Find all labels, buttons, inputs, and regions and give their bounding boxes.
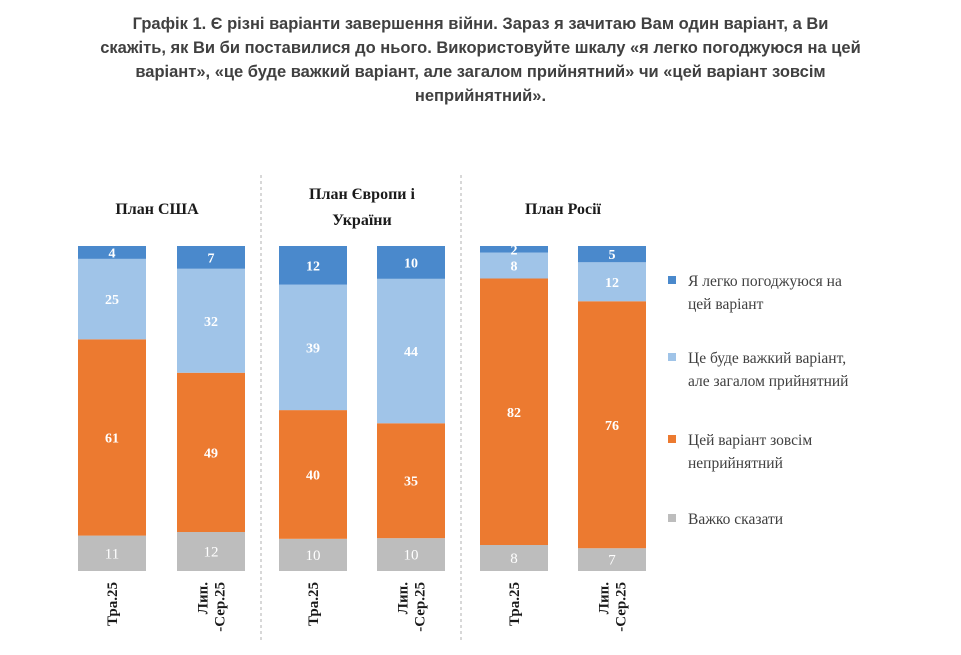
title-line-1: Графік 1. Є різні варіанти завершення ві…	[132, 15, 829, 33]
panel-title-1-line-1: План США	[115, 201, 199, 218]
data-label-easy-2: 7	[208, 251, 215, 266]
legend-swatch-unacceptable	[668, 435, 676, 443]
legend-label-dk: Важко сказати	[688, 508, 948, 531]
x-label-6-line-1: Лип.	[597, 582, 613, 614]
legend-label-unacceptable-line-2: неприйнятний	[688, 455, 783, 472]
x-label-2: Лип. -Сер.25	[196, 582, 229, 632]
data-label-easy-3: 12	[306, 259, 320, 274]
legend-swatch-dk	[668, 514, 676, 522]
data-label-dk-2: 12	[204, 545, 219, 561]
bar-easy-5	[480, 246, 548, 253]
data-label-hard-1: 25	[105, 293, 119, 308]
legend-label-hard: Це буде важкий варіант, але загалом прий…	[688, 347, 948, 393]
x-label-6: Лип. -Сер.25	[597, 582, 630, 632]
panel-title-3-line-1: План Росії	[525, 201, 602, 218]
bar-dk-2	[177, 532, 245, 571]
x-label-1: Тра.25	[105, 582, 121, 626]
data-label-dk-4: 10	[404, 548, 419, 564]
bar-dk-4	[377, 538, 445, 571]
bar-easy-4	[377, 246, 445, 279]
legend-label-easy-line-1: Я легко погоджуюся на	[688, 273, 842, 290]
data-label-unacceptable-4: 35	[404, 475, 418, 490]
data-label-hard-4: 44	[404, 345, 418, 360]
legend-label-unacceptable-line-1: Цей варіант зовсім	[688, 432, 813, 449]
panel-title-2-line-1: План Європи і	[309, 186, 415, 203]
x-label-3: Тра.25	[306, 582, 322, 626]
data-label-unacceptable-2: 49	[204, 446, 218, 461]
data-label-dk-1: 11	[105, 546, 119, 562]
bar-easy-6	[578, 246, 646, 263]
x-label-5-line-1: Тра.25	[507, 582, 523, 626]
legend-label-easy: Я легко погоджуюся на цей варіант	[688, 270, 948, 316]
bar-easy-3	[279, 246, 347, 285]
bar-hard-6	[578, 262, 646, 302]
x-label-1-line-1: Тра.25	[105, 582, 121, 626]
bar-unacceptable-6	[578, 301, 646, 549]
title-line-2: скажіть, як Ви би поставилися до нього. …	[100, 39, 861, 57]
bar-hard-1	[78, 258, 146, 340]
bar-unacceptable-5	[480, 278, 548, 545]
x-label-2-line-2: -Сер.25	[213, 582, 229, 632]
bar-unacceptable-1	[78, 339, 146, 536]
data-label-hard-6: 12	[605, 276, 619, 291]
bar-hard-5	[480, 252, 548, 279]
x-label-4-line-2: -Сер.25	[413, 582, 429, 632]
bar-dk-1	[78, 535, 146, 571]
data-label-dk-6: 7	[608, 553, 616, 569]
bar-unacceptable-2	[177, 372, 245, 532]
bar-dk-3	[279, 538, 347, 571]
data-label-dk-5: 8	[510, 551, 518, 567]
bar-hard-2	[177, 268, 245, 373]
legend-label-unacceptable: Цей варіант зовсім неприйнятний	[688, 429, 948, 475]
bar-easy-1	[78, 246, 146, 259]
data-label-dk-3: 10	[306, 548, 321, 564]
legend-label-hard-line-2: але загалом прийнятний	[688, 373, 849, 390]
bar-dk-6	[578, 548, 646, 571]
data-label-easy-5: 2	[511, 243, 518, 258]
bar-hard-3	[279, 284, 347, 411]
bar-unacceptable-3	[279, 410, 347, 539]
data-label-hard-3: 39	[306, 341, 320, 356]
x-label-5: Тра.25	[507, 582, 523, 626]
data-label-unacceptable-3: 40	[306, 468, 320, 483]
data-label-unacceptable-6: 76	[605, 419, 619, 434]
data-label-hard-5: 8	[511, 260, 518, 275]
x-label-4: Лип. -Сер.25	[396, 582, 429, 632]
bar-unacceptable-4	[377, 423, 445, 539]
data-label-easy-4: 10	[404, 256, 418, 271]
chart-title: Графік 1. Є різні варіанти завершення ві…	[10, 12, 951, 108]
bar-easy-2	[177, 246, 245, 269]
data-label-hard-2: 32	[204, 315, 218, 330]
legend-swatch-hard	[668, 353, 676, 361]
bar-hard-4	[377, 278, 445, 424]
x-label-2-line-1: Лип.	[196, 582, 212, 614]
data-label-easy-6: 5	[609, 248, 616, 263]
title-line-4: неприйнятний».	[414, 87, 547, 105]
panel-title-2-line-2: України	[332, 212, 391, 229]
data-label-unacceptable-5: 82	[507, 406, 521, 421]
legend-label-hard-line-1: Це буде важкий варіант,	[688, 350, 847, 367]
x-label-3-line-1: Тра.25	[306, 582, 322, 626]
bar-dk-5	[480, 545, 548, 571]
legend-swatch-easy	[668, 276, 676, 284]
x-label-4-line-1: Лип.	[396, 582, 412, 614]
title-line-3: варіант», «це буде важкий варіант, але з…	[135, 63, 826, 81]
x-label-6-line-2: -Сер.25	[614, 582, 630, 632]
data-label-easy-1: 4	[109, 246, 116, 261]
legend-label-easy-line-2: цей варіант	[688, 296, 764, 313]
data-label-unacceptable-1: 61	[105, 431, 119, 446]
legend-label-dk-line-1: Важко сказати	[688, 511, 784, 528]
